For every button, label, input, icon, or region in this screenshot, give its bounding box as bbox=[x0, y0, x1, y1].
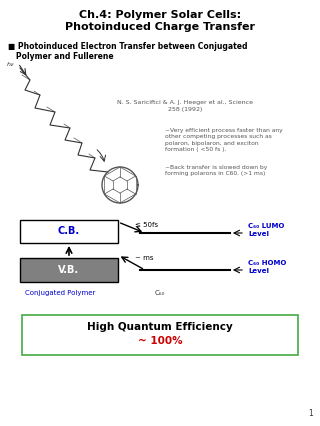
Text: Conjugated Polymer: Conjugated Polymer bbox=[25, 290, 95, 296]
Text: N. S. Sariciftci & A. J. Heeger et al., Science
258 (1992): N. S. Sariciftci & A. J. Heeger et al., … bbox=[117, 100, 253, 112]
Bar bbox=[20, 258, 118, 282]
Text: ■ Photoinduced Electron Transfer between Conjugated: ■ Photoinduced Electron Transfer between… bbox=[8, 42, 247, 51]
Text: ~Back transfer is slowed down by
forming polarons in C60. (>1 ms): ~Back transfer is slowed down by forming… bbox=[165, 165, 267, 176]
Text: C.B.: C.B. bbox=[58, 227, 80, 236]
Text: C₆₀ HOMO
Level: C₆₀ HOMO Level bbox=[248, 260, 286, 274]
Text: Photoinduced Charge Transfer: Photoinduced Charge Transfer bbox=[65, 22, 255, 32]
Text: 1: 1 bbox=[308, 409, 313, 418]
Text: C₆₀ LUMO
Level: C₆₀ LUMO Level bbox=[248, 223, 284, 237]
Text: C₆₀: C₆₀ bbox=[155, 290, 165, 296]
Text: V.B.: V.B. bbox=[59, 265, 80, 275]
Text: ~ ms: ~ ms bbox=[135, 255, 154, 261]
Text: ~ 100%: ~ 100% bbox=[138, 336, 182, 346]
Text: hν: hν bbox=[6, 61, 14, 66]
Text: ≤ 50fs: ≤ 50fs bbox=[135, 222, 158, 228]
Text: ~Very efficient process faster than any
other competing processes such as
polaro: ~Very efficient process faster than any … bbox=[165, 128, 283, 152]
Text: Ch.4: Polymer Solar Cells:: Ch.4: Polymer Solar Cells: bbox=[79, 10, 241, 20]
Text: Polymer and Fullerene: Polymer and Fullerene bbox=[8, 52, 114, 61]
Text: High Quantum Efficiency: High Quantum Efficiency bbox=[87, 322, 233, 332]
Bar bbox=[22, 315, 298, 355]
Bar bbox=[20, 220, 118, 243]
